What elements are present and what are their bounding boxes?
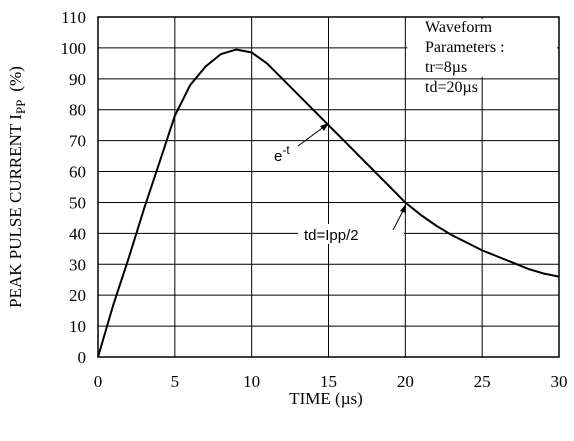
x-tick-label: 5	[171, 372, 180, 391]
x-tick-label: 25	[474, 372, 491, 391]
parameters-line-2: Parameters :	[425, 39, 505, 56]
x-tick-label: 30	[551, 372, 568, 391]
x-tick-label: 20	[397, 372, 414, 391]
td-arrow	[392, 208, 405, 231]
x-tick-labels: 0 5 10 15 20 25 30	[94, 372, 568, 391]
y-axis-title-subscript: PP	[13, 100, 28, 114]
et-label-bg	[268, 142, 310, 170]
y-tick-label: 10	[69, 317, 86, 336]
td-label: td=Ipp/2	[304, 227, 359, 244]
et-arrow	[297, 125, 326, 147]
pulse-waveform-line	[97, 48, 560, 358]
x-tick-label: 15	[320, 372, 337, 391]
x-axis-title: TIME (µs)	[289, 389, 363, 408]
y-axis-title-main: PEAK PULSE CURRENT I	[6, 114, 25, 308]
y-tick-label: 70	[69, 132, 86, 151]
y-axis-title: PEAK PULSE CURRENT IPP (%)	[6, 66, 28, 308]
y-tick-label: 60	[69, 163, 86, 182]
y-tick-label: 110	[61, 8, 86, 27]
et-label-base: e	[274, 148, 282, 165]
y-axis-title-unit: (%)	[6, 66, 25, 91]
td-arrowhead	[400, 204, 406, 213]
y-tick-label: 40	[69, 224, 86, 243]
y-tick-label: 30	[69, 255, 86, 274]
y-tick-label: 80	[69, 101, 86, 120]
x-tick-label: 10	[243, 372, 260, 391]
y-tick-label: 20	[69, 286, 86, 305]
y-tick-label: 100	[61, 39, 87, 58]
et-label: e-t	[274, 143, 290, 165]
et-label-exponent: -t	[282, 143, 290, 157]
y-tick-label: 50	[69, 193, 86, 212]
et-arrowhead	[320, 123, 329, 131]
y-tick-labels: 0 10 20 30 40 50 60 70 80 90 100 110	[61, 8, 87, 367]
parameters-line-1: Waveform	[425, 19, 493, 36]
y-tick-label: 90	[69, 70, 86, 89]
y-tick-label: 0	[78, 348, 87, 367]
parameters-box	[407, 19, 557, 77]
parameters-line-4: td=20µs	[425, 79, 478, 96]
td-label-bg	[298, 224, 404, 244]
plot-frame	[97, 16, 560, 358]
x-tick-label: 0	[94, 372, 103, 391]
parameters-line-3: tr=8µs	[425, 59, 467, 76]
